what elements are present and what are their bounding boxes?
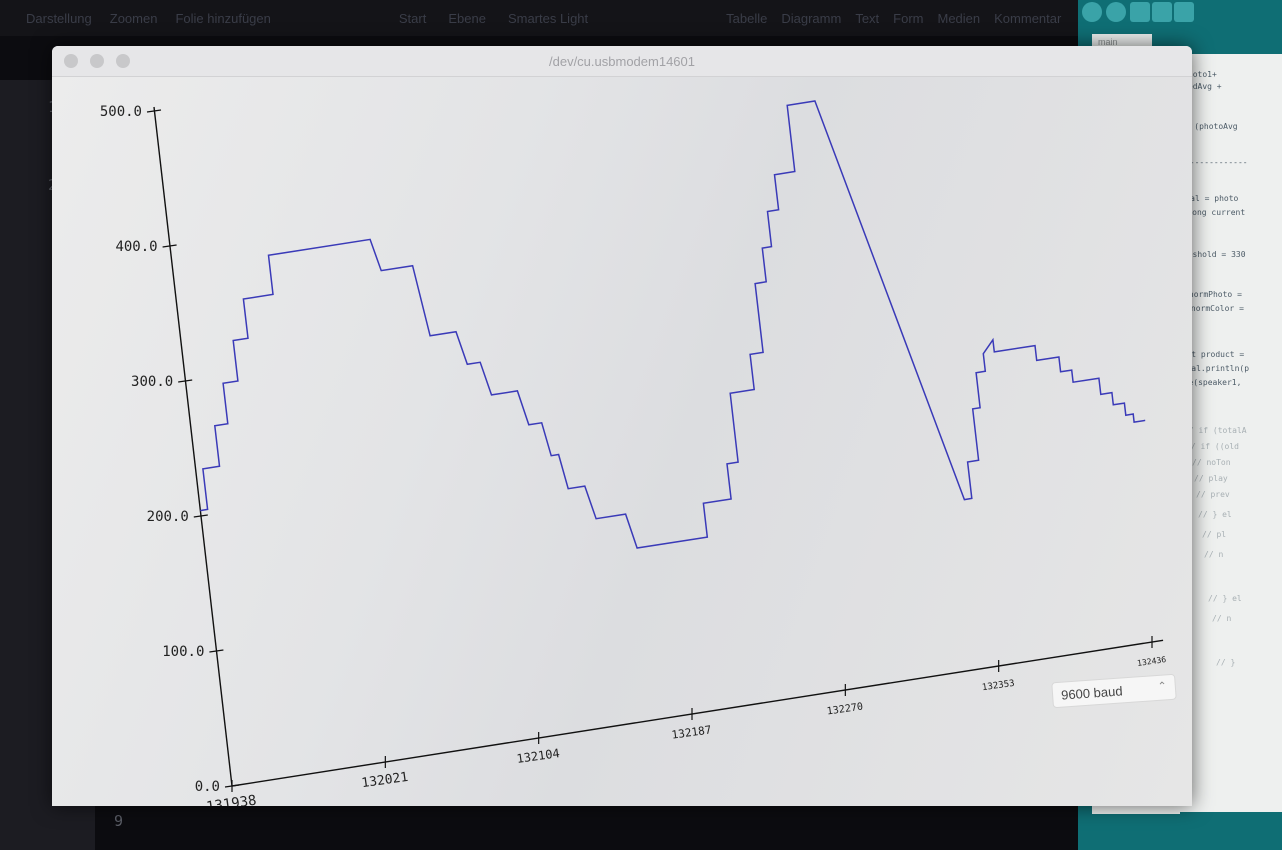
x-tick-label: 132436 xyxy=(1136,654,1166,668)
plot-area: 0.0100.0200.0300.0400.0500.0131938132021… xyxy=(100,100,1167,806)
x-tick-label: 132104 xyxy=(516,746,561,766)
code-line: float product = xyxy=(1172,350,1245,359)
menu-item-smartes[interactable]: Smartes Light xyxy=(507,10,589,26)
window-title: /dev/cu.usbmodem14601 xyxy=(549,54,695,69)
y-tick-label: 200.0 xyxy=(147,509,189,525)
x-axis-line xyxy=(231,639,1164,787)
save-icon[interactable] xyxy=(1174,2,1194,22)
menu-item-ebene[interactable]: Ebene xyxy=(448,10,486,26)
menu-item-kommentar[interactable]: Kommentar xyxy=(994,10,1062,26)
code-line: Serial.println(p xyxy=(1172,364,1250,373)
menu-item-diagramm[interactable]: Diagramm xyxy=(781,10,842,26)
y-tick-label: 100.0 xyxy=(162,644,204,660)
y-tick-label: 300.0 xyxy=(131,374,173,390)
menu-item-folie[interactable]: Folie hinzufügen xyxy=(175,10,271,26)
code-line: tone(speaker1, xyxy=(1174,378,1242,387)
y-tick xyxy=(193,514,208,518)
menu-item-tabelle[interactable]: Tabelle xyxy=(726,10,768,26)
y-tick-label: 0.0 xyxy=(195,779,220,795)
code-line: int threshold = 330 xyxy=(1154,250,1246,259)
close-button[interactable] xyxy=(64,54,78,68)
y-tick xyxy=(162,244,177,248)
code-line: // pl xyxy=(1202,530,1227,539)
zoom-button[interactable] xyxy=(116,54,130,68)
y-tick-label: 400.0 xyxy=(115,239,157,255)
window-titlebar: /dev/cu.usbmodem14601 xyxy=(52,46,1192,77)
menu-item-darstellung[interactable]: Darstellung xyxy=(26,10,92,26)
code-line: // n xyxy=(1212,614,1232,623)
menu-item-start[interactable]: Start xyxy=(398,10,427,26)
baud-rate-value: 9600 baud xyxy=(1060,683,1123,703)
menu-item-text[interactable]: Text xyxy=(855,10,880,26)
series-line xyxy=(200,100,1146,549)
x-tick-label: 132353 xyxy=(981,679,1015,693)
code-line: // } xyxy=(1216,658,1236,667)
code-line: float normColor = xyxy=(1162,304,1244,313)
menu-item-form[interactable]: Form xyxy=(893,10,924,26)
code-line: float normPhoto = xyxy=(1160,290,1242,299)
x-tick-label: 132187 xyxy=(671,723,712,741)
open-icon[interactable] xyxy=(1152,2,1172,22)
minimize-button[interactable] xyxy=(90,54,104,68)
menu-item-medien[interactable]: Medien xyxy=(937,10,981,26)
verify-icon[interactable] xyxy=(1082,2,1102,22)
x-tick-label: 132270 xyxy=(826,702,864,718)
plot-series xyxy=(200,100,1146,549)
chevron-updown-icon: ⌃ xyxy=(1157,680,1168,693)
y-tick xyxy=(178,379,193,383)
code-line: // noTon xyxy=(1192,458,1231,467)
ide-status-bar xyxy=(1180,812,1282,850)
code-line: // prev xyxy=(1196,490,1230,499)
y-axis-line xyxy=(153,106,233,787)
code-line: // n xyxy=(1204,550,1224,559)
upload-icon[interactable] xyxy=(1106,2,1126,22)
y-tick xyxy=(209,649,224,653)
code-line: // if (totalA xyxy=(1184,426,1247,435)
y-tick-label: 500.0 xyxy=(100,104,142,120)
serial-plotter-window: /dev/cu.usbmodem14601 0.0 100.0 200.0 300.0… xyxy=(52,46,1192,806)
y-tick xyxy=(146,109,162,113)
code-line: // if ((old xyxy=(1186,442,1239,451)
plot-axes: 0.0100.0200.0300.0400.0500.0131938132021… xyxy=(100,104,1167,806)
code-line: // } el xyxy=(1198,510,1232,519)
code-line: // play xyxy=(1194,474,1228,483)
x-tick-label: 132021 xyxy=(361,770,410,791)
code-line: unsigned long current xyxy=(1144,208,1246,217)
line-number: 9 xyxy=(114,812,124,830)
new-icon[interactable] xyxy=(1130,2,1150,22)
code-line: // } el xyxy=(1208,594,1242,603)
app-menubar: Darstellung Zoomen Folie hinzufügen Star… xyxy=(0,0,1282,36)
menu-item-zoomen[interactable]: Zoomen xyxy=(109,10,158,26)
